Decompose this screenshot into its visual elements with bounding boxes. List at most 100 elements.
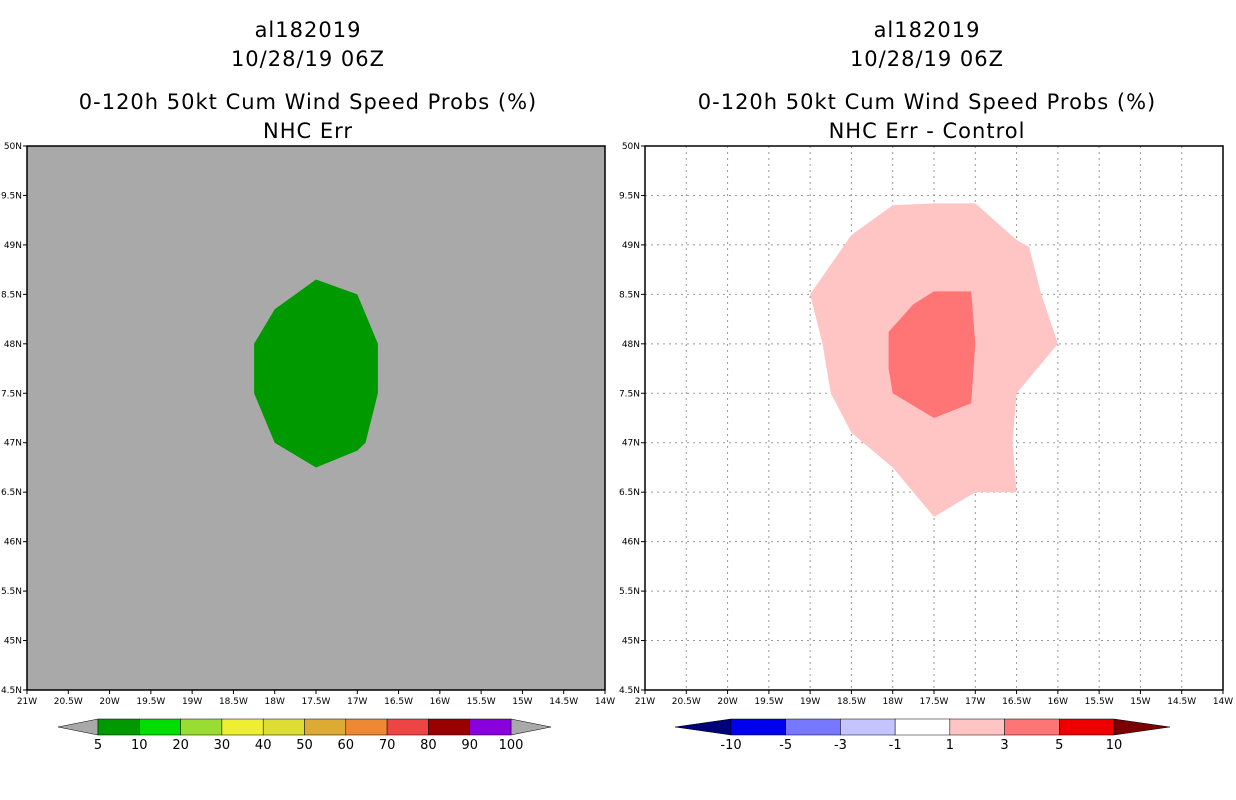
right-x-tick-label: 15W: [1130, 697, 1150, 707]
left-x-tick-label: 15W: [512, 697, 532, 707]
right-y-tick-label: 50N: [622, 142, 640, 152]
right-y-tick-label: 9.5N: [619, 191, 640, 201]
right-colorbar-swatch: [894, 718, 951, 736]
left-colorbar-label: 100: [499, 738, 524, 753]
right-colorbar-label: 10: [1106, 738, 1123, 753]
right-contour-3-5: [888, 291, 976, 418]
right-colorbar-swatch: [1004, 718, 1060, 736]
left-colorbar-label: 20: [172, 738, 189, 753]
right-colorbar-label: 5: [1055, 738, 1063, 753]
left-colorbar-swatch: [262, 718, 305, 736]
right-chart-title: 0-120h 50kt Cum Wind Speed Probs (%): [697, 90, 1157, 114]
right-colorbar-label: 3: [1000, 738, 1008, 753]
left-colorbar-label: 40: [255, 738, 272, 753]
right-x-tick-label: 18W: [883, 697, 903, 707]
left-y-tick-label: 7.5N: [1, 389, 22, 399]
left-datetime: 10/28/19 06Z: [230, 47, 386, 71]
right-y-tick-label: 46N: [622, 538, 640, 548]
left-colorbar-swatch: [180, 718, 223, 736]
right-y-tick-label: 4.5N: [619, 686, 640, 696]
right-x-tick-label: 14.5W: [1167, 697, 1196, 707]
left-x-tick-label: 14W: [595, 697, 615, 707]
left-colorbar-swatch: [469, 718, 512, 736]
left-x-tick-label: 14.5W: [549, 697, 578, 707]
right-x-tick-label: 20.5W: [672, 697, 701, 707]
left-storm-id: al182019: [254, 18, 362, 42]
left-colorbar-label: 60: [338, 738, 355, 753]
left-colorbar-over-arrow: [510, 718, 552, 736]
right-x-tick-label: 20W: [717, 697, 737, 707]
right-y-tick-label: 5.5N: [619, 587, 640, 597]
left-x-tick-label: 19.5W: [136, 697, 165, 707]
left-y-tick-label: 48N: [4, 340, 22, 350]
left-y-tick-label: 6.5N: [1, 488, 22, 498]
left-colorbar-swatch: [139, 718, 181, 736]
right-colorbar-swatch: [730, 718, 786, 736]
left-y-tick-label: 49N: [4, 241, 22, 251]
left-colorbar-label: 80: [420, 738, 437, 753]
right-colorbar-swatch: [949, 718, 1005, 736]
right-colorbar-label: -3: [834, 738, 847, 753]
left-x-tick-label: 17W: [347, 697, 367, 707]
left-x-tick-label: 20.5W: [54, 697, 83, 707]
right-colorbar-label: -1: [889, 738, 902, 753]
right-colorbar-label: 1: [946, 738, 954, 753]
right-colorbar-swatch: [840, 718, 896, 736]
left-colorbar-label: 90: [461, 738, 478, 753]
right-y-tick-label: 47N: [622, 439, 640, 449]
left-y-tick-label: 5.5N: [1, 587, 22, 597]
left-colorbar-label: 10: [131, 738, 148, 753]
right-x-tick-label: 19.5W: [754, 697, 783, 707]
left-chart: 21W 20.5W 20W 19.5W 19W 18.5W 18W 17.5W 17W 16.5W…: [1, 142, 615, 753]
right-y-tick-label: 49N: [622, 241, 640, 251]
left-colorbar-swatch: [386, 718, 429, 736]
right-storm-id: al182019: [873, 18, 981, 42]
right-datetime: 10/28/19 06Z: [849, 47, 1005, 71]
left-contour-5-10: [254, 279, 378, 468]
left-x-tick-label: 18W: [265, 697, 285, 707]
left-y-tick-label: 8.5N: [1, 290, 22, 300]
right-colorbar-under-arrow: [674, 718, 732, 736]
left-x-tick-label: 15.5W: [467, 697, 496, 707]
right-y-tick-label: 45N: [622, 637, 640, 647]
right-x-tick-label: 14W: [1213, 697, 1233, 707]
left-colorbar-swatch: [304, 718, 347, 736]
left-x-tick-label: 16W: [430, 697, 450, 707]
left-x-tick-label: 17.5W: [302, 697, 331, 707]
left-colorbar-label: 70: [379, 738, 396, 753]
left-colorbar-swatch: [97, 718, 140, 736]
left-y-tick-label: 9.5N: [1, 191, 22, 201]
left-colorbar-label: 5: [94, 738, 102, 753]
right-colorbar-swatch: [785, 718, 841, 736]
right-x-tick-label: 21W: [635, 697, 655, 707]
right-x-tick-label: 17.5W: [920, 697, 949, 707]
right-chart-subtitle: NHC Err - Control: [828, 119, 1026, 143]
left-x-tick-label: 16.5W: [384, 697, 413, 707]
left-x-tick-label: 20W: [99, 697, 119, 707]
left-y-tick-label: 47N: [4, 439, 22, 449]
left-y-tick-label: 50N: [4, 142, 22, 152]
right-colorbar-label: -5: [779, 738, 792, 753]
right-colorbar-over-arrow: [1113, 718, 1171, 736]
left-colorbar-swatch: [345, 718, 388, 736]
left-y-tick-label: 45N: [4, 637, 22, 647]
right-x-tick-label: 16W: [1048, 697, 1068, 707]
right-y-tick-label: 8.5N: [619, 290, 640, 300]
right-chart: 21W 20.5W 20W 19.5W 19W 18.5W 18W 17.5W 17W 16.5W…: [619, 142, 1233, 753]
right-colorbar-swatch: [1059, 718, 1115, 736]
left-colorbar-swatch: [221, 718, 264, 736]
left-x-tick-label: 19W: [182, 697, 202, 707]
left-chart-title: 0-120h 50kt Cum Wind Speed Probs (%): [78, 90, 538, 114]
right-x-tick-label: 16.5W: [1002, 697, 1031, 707]
right-x-tick-label: 18.5W: [837, 697, 866, 707]
right-y-tick-label: 48N: [622, 340, 640, 350]
left-colorbar-label: 50: [296, 738, 313, 753]
left-x-tick-label: 18.5W: [219, 697, 248, 707]
right-y-tick-label: 6.5N: [619, 488, 640, 498]
left-colorbar-swatch: [428, 718, 470, 736]
left-colorbar-under-arrow: [57, 718, 99, 736]
left-chart-subtitle: NHC Err: [262, 119, 353, 143]
left-x-tick-label: 21W: [17, 697, 37, 707]
left-y-tick-label: 4.5N: [1, 686, 22, 696]
right-y-tick-label: 7.5N: [619, 389, 640, 399]
